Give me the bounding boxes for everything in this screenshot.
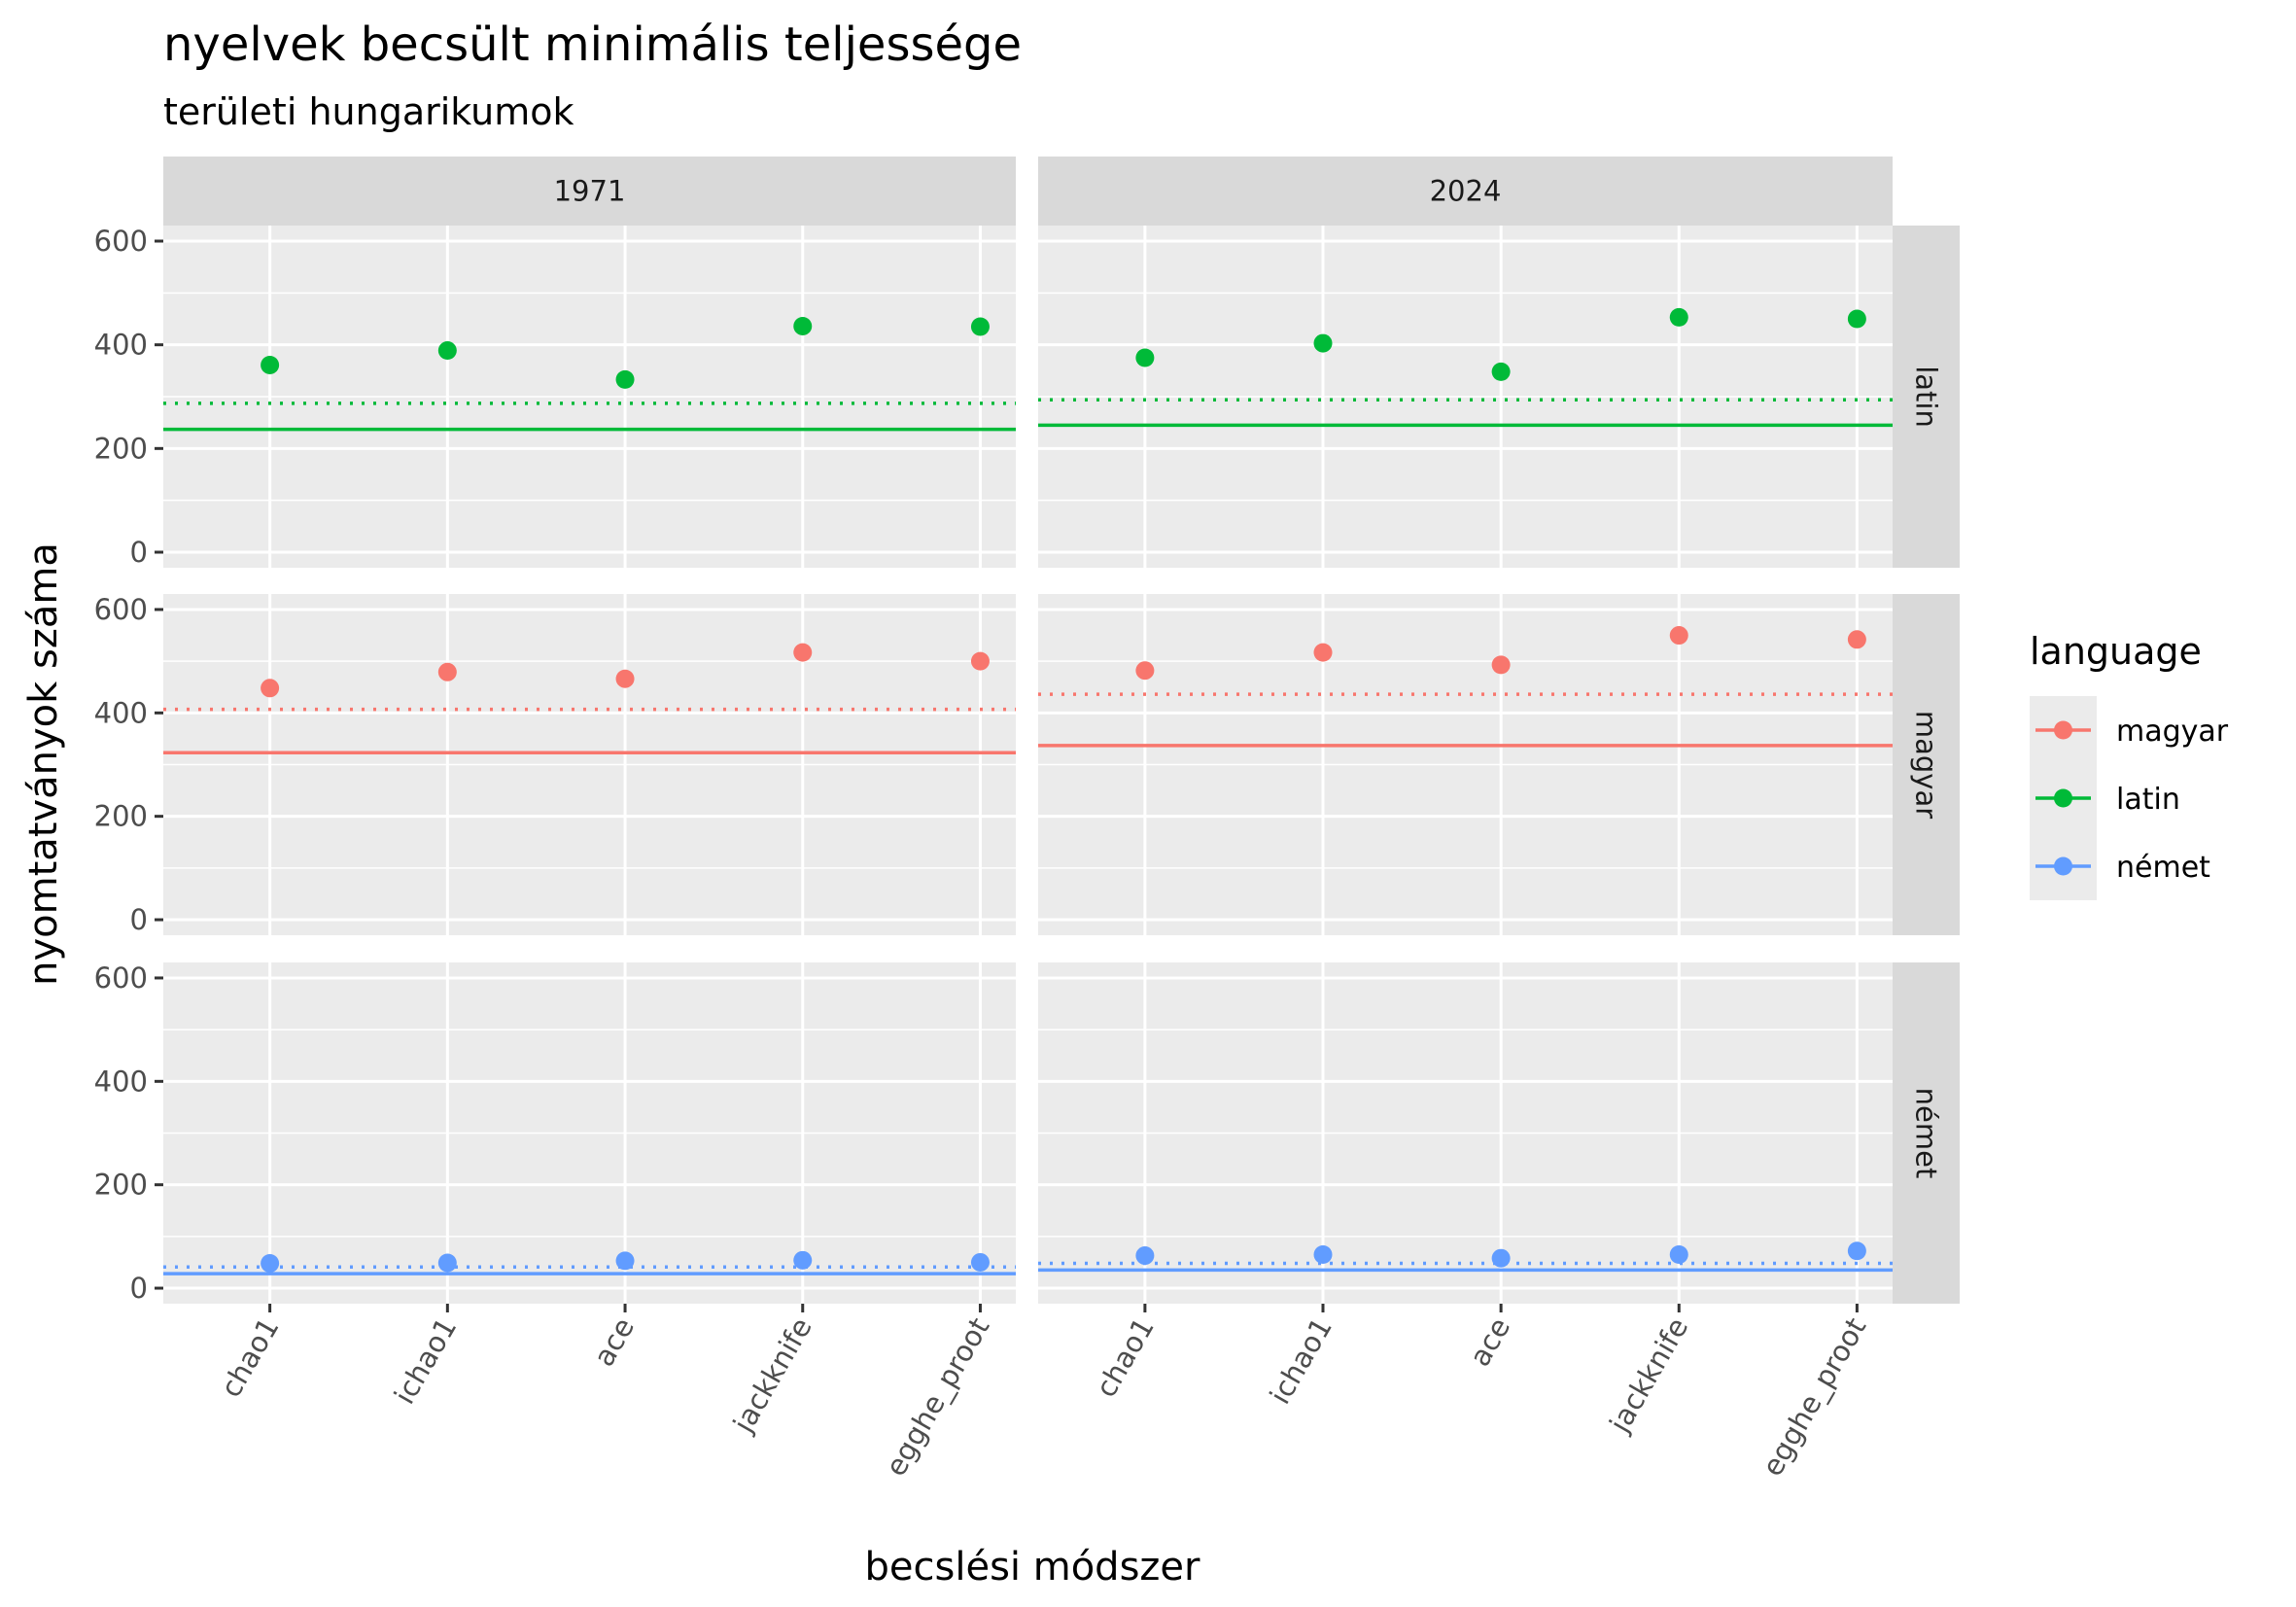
point-egghe_proot [1847,1241,1866,1261]
legend-label: német [2116,851,2210,885]
legend-title: language [2030,630,2202,673]
chart-title: nyelvek becsült minimális teljessége [163,17,1022,72]
y-tick-label: 600 [94,593,148,626]
y-tick-label: 0 [130,536,148,569]
point-chao1 [1135,1246,1155,1266]
point-jackknife [1669,1244,1688,1264]
legend-item-német: német [2030,832,2210,900]
panel-2024-német [1038,962,1893,1304]
point-jackknife [793,1250,813,1270]
x-tick-label-ace: ace [1463,1312,1516,1373]
facet-strip-1971 [163,157,1016,226]
point-egghe_proot [970,651,990,671]
point-jackknife [793,316,813,335]
point-ichao1 [1313,1244,1333,1264]
x-tick-label-jackknife: jackknife [1602,1312,1694,1439]
point-ace [1491,362,1511,381]
legend-item-latin: latin [2030,764,2180,832]
point-ace [615,669,635,688]
x-tick-label-egghe_proot: egghe_proot [1756,1312,1872,1483]
point-chao1 [1135,661,1155,681]
y-tick-label: 0 [130,903,148,936]
point-jackknife [1669,307,1688,327]
point-ace [1491,655,1511,675]
point-chao1 [261,355,280,374]
point-chao1 [1135,348,1155,367]
point-jackknife [1669,626,1688,646]
point-chao1 [261,679,280,698]
facet-strip-latin [1893,226,1960,568]
point-egghe_proot [1847,630,1866,649]
y-tick-label: 200 [94,800,148,833]
x-tick-label-ace: ace [587,1312,641,1373]
legend-item-magyar: magyar [2030,696,2229,764]
chart-subtitle: területi hungarikumok [163,90,574,133]
point-egghe_proot [1847,309,1866,329]
x-tick-label-chao1: chao1 [214,1312,286,1403]
point-ichao1 [1313,643,1333,662]
point-ichao1 [437,662,457,681]
legend-key-point [2054,788,2072,808]
y-tick-label: 400 [94,329,148,362]
y-tick-label: 600 [94,961,148,995]
point-egghe_proot [970,317,990,336]
facet-strip-label-magyar: magyar [1910,711,1943,819]
x-tick-label-ichao1: ichao1 [1263,1312,1339,1410]
panel-1971-magyar [163,594,1016,935]
y-axis-title: nyomtatványok száma [21,542,66,986]
facet-strip-label-1971: 1971 [554,175,626,208]
legend-key-point [2054,720,2072,740]
x-tick-label-chao1: chao1 [1089,1312,1161,1403]
x-tick-label-ichao1: ichao1 [388,1312,464,1410]
legend-label: latin [2116,783,2180,817]
panel-1971-német [163,962,1016,1304]
facet-strip-német [1893,962,1960,1304]
point-ace [1491,1248,1511,1268]
x-tick-label-egghe_proot: egghe_proot [879,1312,995,1483]
point-chao1 [261,1254,280,1274]
panel-2024-magyar [1038,594,1893,935]
point-ichao1 [437,341,457,361]
legend-key-point [2054,856,2072,876]
panel-1971-latin [163,226,1016,568]
facet-strip-label-2024: 2024 [1430,175,1502,208]
facet-strip-label-latin: latin [1910,366,1943,428]
y-tick-label: 200 [94,432,148,465]
y-tick-label: 400 [94,1065,148,1098]
point-ichao1 [437,1253,457,1273]
y-tick-label: 200 [94,1169,148,1202]
panels-layer: 1971 2024 latin magyar német 0 200 400 600 0 200 40… [94,157,1960,1482]
point-jackknife [793,643,813,662]
point-ace [615,369,635,389]
x-axis-title: becslési módszer [865,1545,1200,1590]
legend-label: magyar [2116,715,2229,749]
facet-strip-2024 [1038,157,1893,226]
facet-strip-label-német: német [1910,1088,1943,1179]
point-egghe_proot [970,1252,990,1272]
legend: language magyar latin német [2030,630,2229,900]
y-tick-label: 600 [94,225,148,258]
facet-strip-magyar [1893,594,1960,935]
panel-2024-latin [1038,226,1893,568]
x-tick-label-jackknife: jackknife [726,1312,818,1439]
point-ichao1 [1313,333,1333,353]
point-ace [615,1251,635,1271]
y-tick-label: 400 [94,696,148,729]
y-tick-label: 0 [130,1272,148,1305]
